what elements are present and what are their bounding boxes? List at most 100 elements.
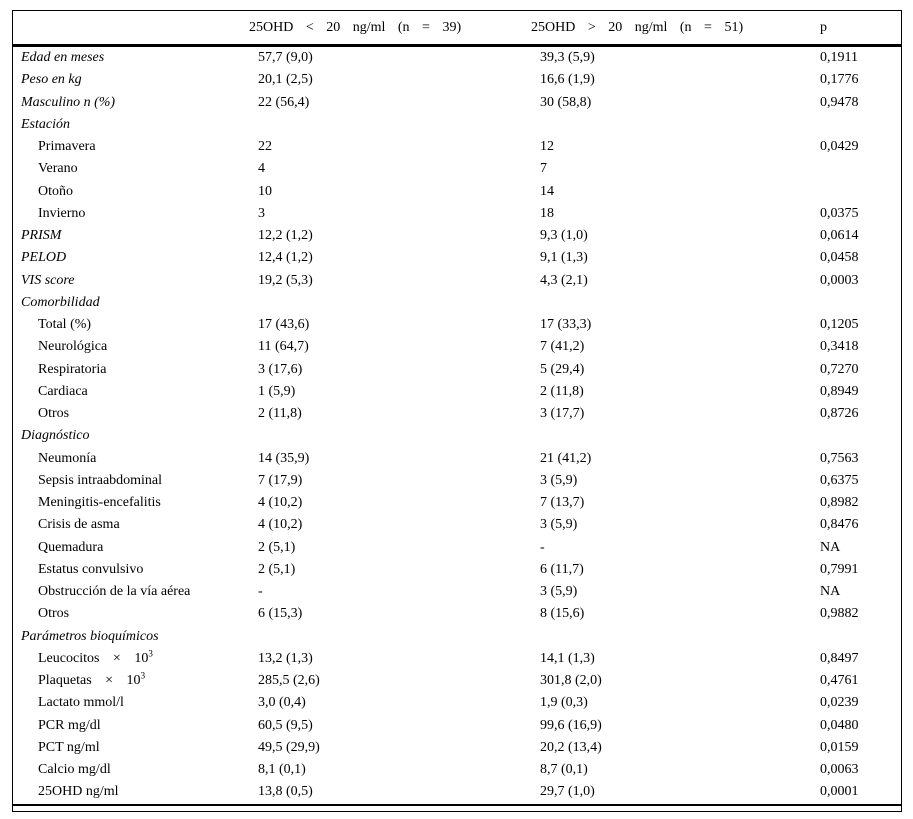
cell-group2: 301,8 (2,0) — [540, 673, 602, 688]
cell-p: 0,1205 — [820, 317, 859, 332]
cell-group1: 12,4 (1,2) — [258, 250, 313, 266]
cell-p: 0,0375 — [820, 205, 859, 221]
table-row: Edad en meses 57,7 (9,0) 39,3 (5,9) 0,19… — [13, 47, 901, 69]
cell-p: 0,8497 — [820, 650, 859, 666]
row-label: Otros — [38, 606, 70, 622]
row-label: Cardiaca — [38, 383, 88, 399]
table-row: Plaquetas × 103 285,5 (2,6) 301,8 (2,0) … — [13, 670, 901, 692]
cell-p: NA — [820, 539, 841, 555]
cell-p: NA — [820, 584, 841, 599]
row-label: Respiratoria — [38, 361, 107, 377]
table-row: Total (%) 17 (43,6) 17 (33,3) 0,1205 — [13, 314, 901, 336]
row-label: Neurológica — [38, 339, 108, 355]
table-row: PELOD 12,4 (1,2) 9,1 (1,3) 0,0458 — [13, 247, 901, 269]
cell-group1: 60,5 (9,5) — [258, 717, 313, 733]
cell-group1: 4 (10,2) — [258, 495, 303, 510]
row-label: Verano — [38, 161, 78, 177]
row-label: Total (%) — [38, 317, 92, 332]
cell-group2: 8 (15,6) — [540, 606, 585, 622]
cell-group2: 4,3 (2,1) — [540, 272, 588, 288]
row-label: PRISM — [21, 228, 62, 243]
row-label: Quemadura — [38, 539, 104, 555]
row-label: Plaquetas × 103 — [38, 670, 146, 688]
cell-group1: 11 (64,7) — [258, 339, 309, 355]
cell-group2: 14,1 (1,3) — [540, 650, 595, 666]
row-label: Masculino n (%) — [21, 94, 116, 110]
cell-group1: 3,0 (0,4) — [258, 695, 306, 711]
cell-group1: 10 — [258, 183, 272, 199]
row-label: PELOD — [21, 250, 67, 266]
cell-group1: 3 — [258, 205, 265, 221]
row-label: Obstrucción de la vía aérea — [38, 584, 191, 599]
cell-group1: 2 (11,8) — [258, 406, 302, 421]
cell-group2: 7 (13,7) — [540, 495, 585, 510]
cell-p: 0,8726 — [820, 406, 859, 421]
table-row: Respiratoria 3 (17,6) 5 (29,4) 0,7270 — [13, 359, 901, 381]
row-label: Primavera — [38, 139, 96, 154]
cell-group2: 6 (11,7) — [540, 561, 584, 577]
table-row: Lactato mmol/l 3,0 (0,4) 1,9 (0,3) 0,023… — [13, 692, 901, 714]
cell-group1: 3 (17,6) — [258, 361, 303, 377]
row-label: Calcio mg/dl — [38, 762, 111, 777]
table-row: Meningitis-encefalitis 4 (10,2) 7 (13,7)… — [13, 492, 901, 514]
row-label: Comorbilidad — [21, 294, 100, 310]
cell-group1: 6 (15,3) — [258, 606, 303, 622]
table-row: Verano 4 7 — [13, 158, 901, 180]
table-row: Neurológica 11 (64,7) 7 (41,2) 0,3418 — [13, 336, 901, 358]
cell-p: 0,0458 — [820, 250, 859, 266]
row-label: Invierno — [38, 205, 86, 221]
cell-p: 0,9478 — [820, 94, 859, 110]
cell-group2: 5 (29,4) — [540, 361, 585, 377]
cell-group2: 7 (41,2) — [540, 339, 585, 355]
cell-group1: 8,1 (0,1) — [258, 762, 306, 777]
cell-p: 0,0003 — [820, 272, 859, 288]
cell-group2: 1,9 (0,3) — [540, 695, 588, 711]
cell-group2: 2 (11,8) — [540, 383, 584, 399]
cell-group1: 13,8 (0,5) — [258, 784, 313, 800]
header-p-col: p — [820, 19, 827, 35]
cell-group2: 17 (33,3) — [540, 317, 592, 332]
table-row: Masculino n (%) 22 (56,4) 30 (58,8) 0,94… — [13, 92, 901, 114]
table-row: Calcio mg/dl 8,1 (0,1) 8,7 (0,1) 0,0063 — [13, 759, 901, 781]
row-label: Sepsis intraabdominal — [38, 472, 163, 488]
table-row: Otros 2 (11,8) 3 (17,7) 0,8726 — [13, 403, 901, 425]
cell-group2: 7 — [540, 161, 547, 177]
row-label: Parámetros bioquímicos — [21, 628, 159, 644]
row-label: PCR mg/dl — [38, 717, 101, 733]
cell-group1: 7 (17,9) — [258, 472, 303, 488]
table-row: Comorbilidad — [13, 292, 901, 314]
table-row: Sepsis intraabdominal 7 (17,9) 3 (5,9) 0… — [13, 470, 901, 492]
table-row: PCR mg/dl 60,5 (9,5) 99,6 (16,9) 0,0480 — [13, 715, 901, 737]
row-label: Meningitis-encefalitis — [38, 495, 161, 510]
cell-group1: 22 (56,4) — [258, 94, 310, 110]
row-label: Otoño — [38, 183, 73, 199]
cell-group2: 99,6 (16,9) — [540, 717, 602, 733]
cell-p: 0,1911 — [820, 50, 858, 65]
table-row: Parámetros bioquímicos — [13, 626, 901, 648]
table-row: Estación — [13, 114, 901, 136]
row-label: 25OHD ng/ml — [38, 784, 119, 800]
cell-p: 0,1776 — [820, 72, 859, 88]
row-label: Edad en meses — [21, 50, 105, 65]
cell-group2: 39,3 (5,9) — [540, 50, 595, 65]
cell-group2: 18 — [540, 205, 554, 221]
row-label: Neumonía — [38, 450, 97, 466]
cell-group1: 4 (10,2) — [258, 517, 303, 533]
cell-group1: 57,7 (9,0) — [258, 50, 313, 65]
cell-p: 0,0239 — [820, 695, 859, 711]
table-row: Diagnóstico — [13, 425, 901, 447]
cell-group2: 21 (41,2) — [540, 450, 592, 466]
cell-group1: 22 — [258, 139, 272, 154]
cell-p: 0,3418 — [820, 339, 859, 355]
cell-group1: 49,5 (29,9) — [258, 739, 320, 755]
cell-p: 0,0614 — [820, 228, 859, 243]
cell-p: 0,6375 — [820, 472, 859, 488]
cell-group2: 3 (5,9) — [540, 472, 578, 488]
table-row: 25OHD ng/ml 13,8 (0,5) 29,7 (1,0) 0,0001 — [13, 781, 901, 803]
cell-group1: - — [258, 584, 263, 599]
cell-group1: 2 (5,1) — [258, 561, 296, 577]
cell-p: 0,0001 — [820, 784, 859, 800]
cell-group2: 30 (58,8) — [540, 94, 592, 110]
cell-group1: 19,2 (5,3) — [258, 272, 313, 288]
